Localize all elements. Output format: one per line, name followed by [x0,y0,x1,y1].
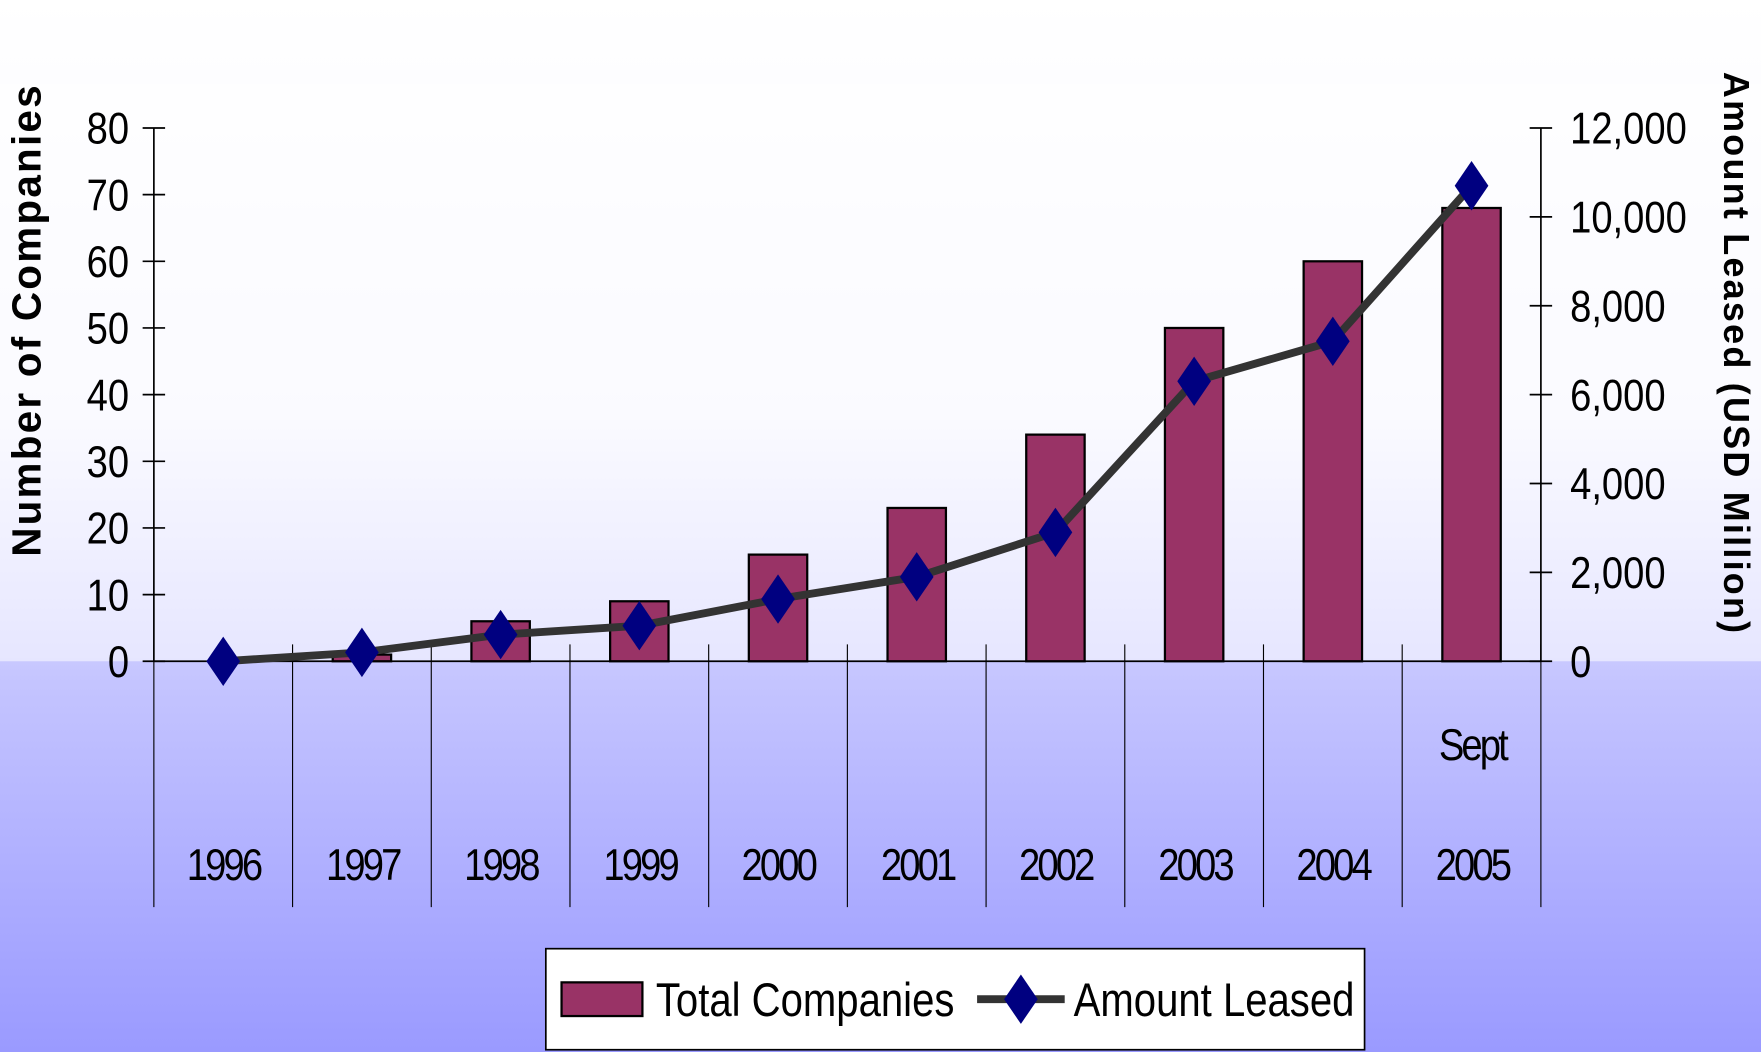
bar [1441,206,1502,663]
x-tick-label: 1999 [602,840,679,891]
y-tick-label: 80 [87,103,129,154]
y2-tick-label: 8,000 [1570,281,1666,332]
marker [1177,356,1211,406]
y2-tick-label: 12,000 [1570,103,1687,154]
legend-swatch [560,981,644,1018]
y-tick-label: 70 [87,169,129,220]
y-axis-title: Number of Companies [3,83,49,557]
y-tick-label: 30 [87,436,129,487]
y-tick-label: 0 [108,636,129,687]
x-tick-label: 1998 [464,840,540,891]
x-tick-label: 2003 [1157,840,1234,891]
y2-tick-label: 4,000 [1570,458,1666,509]
legend-box [544,947,1366,1051]
marker [761,574,795,624]
x-tick-label: 2000 [741,840,818,891]
x-tick-label: 1997 [325,840,401,891]
y2-axis-title: Amount Leased (USD Million) [1716,72,1757,635]
legend-label: Amount Leased [1074,974,1355,1027]
legend-label: Total Companies [656,974,955,1027]
marker [622,601,657,651]
x-tick-label: 2004 [1296,840,1372,891]
x-tick-label: 1996 [186,840,263,891]
y2-tick-label: 0 [1570,636,1591,687]
y2-tick-label: 6,000 [1570,369,1666,420]
x-tick-label: Sept 2005 [1435,720,1511,891]
x-tick-label: 2001 [880,840,956,891]
y2-tick-label: 2,000 [1570,547,1666,598]
y-tick-label: 50 [87,303,129,354]
x-tick-label: 2002 [1018,840,1095,891]
y-tick-label: 20 [87,503,129,554]
line [222,183,1475,666]
y-tick-label: 10 [87,569,129,620]
y-tick-label: 40 [87,369,129,420]
y2-tick-label: 10,000 [1570,192,1687,243]
y-tick-label: 60 [87,236,129,287]
